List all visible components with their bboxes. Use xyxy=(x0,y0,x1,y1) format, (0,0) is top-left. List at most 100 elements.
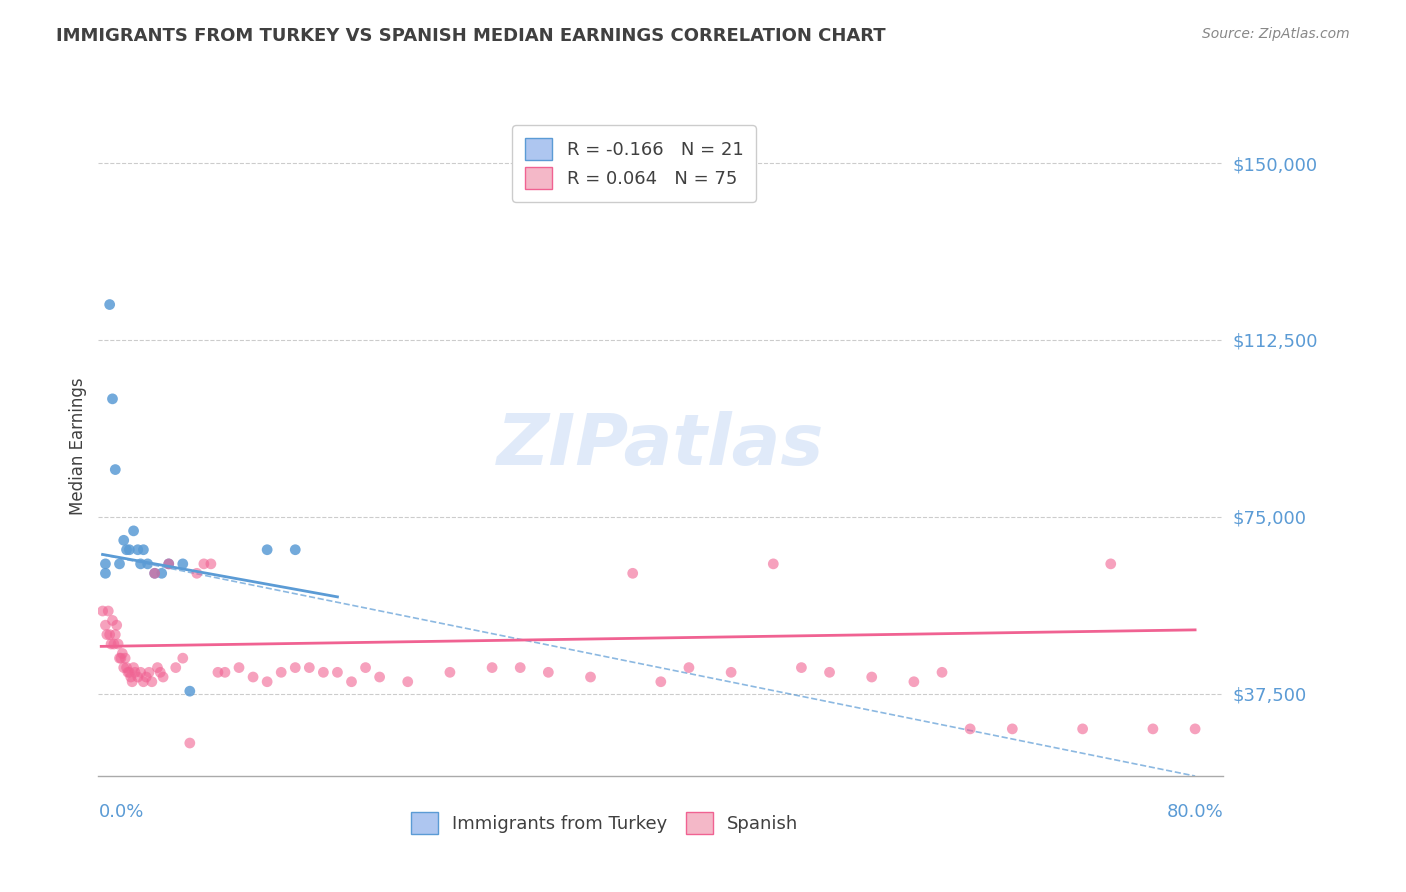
Text: Source: ZipAtlas.com: Source: ZipAtlas.com xyxy=(1202,27,1350,41)
Point xyxy=(214,665,236,680)
Point xyxy=(117,665,139,680)
Point xyxy=(931,665,953,680)
Point xyxy=(298,660,321,674)
Point xyxy=(118,542,141,557)
Point xyxy=(903,674,925,689)
Point xyxy=(1184,722,1206,736)
Point xyxy=(101,392,124,406)
Point xyxy=(129,557,152,571)
Point xyxy=(678,660,700,674)
Point xyxy=(186,566,208,581)
Text: ZIPatlas: ZIPatlas xyxy=(498,411,824,481)
Point xyxy=(112,533,135,548)
Point xyxy=(143,566,166,581)
Point xyxy=(860,670,883,684)
Point xyxy=(122,660,145,674)
Point xyxy=(354,660,377,674)
Point xyxy=(312,665,335,680)
Point xyxy=(396,674,419,689)
Point xyxy=(108,557,131,571)
Point xyxy=(481,660,503,674)
Point xyxy=(256,542,278,557)
Point xyxy=(141,674,163,689)
Point xyxy=(179,684,201,698)
Point xyxy=(1001,722,1024,736)
Point xyxy=(97,604,120,618)
Point xyxy=(108,651,131,665)
Point xyxy=(132,674,155,689)
Point xyxy=(127,542,149,557)
Point xyxy=(439,665,461,680)
Point xyxy=(105,618,128,632)
Point xyxy=(103,637,125,651)
Point xyxy=(120,670,142,684)
Point xyxy=(621,566,644,581)
Point xyxy=(135,670,157,684)
Point xyxy=(207,665,229,680)
Point xyxy=(193,557,215,571)
Point xyxy=(650,674,672,689)
Point xyxy=(122,524,145,538)
Point xyxy=(104,462,127,476)
Point xyxy=(94,566,117,581)
Point xyxy=(129,665,152,680)
Point xyxy=(115,660,138,674)
Point xyxy=(172,651,194,665)
Point xyxy=(537,665,560,680)
Point xyxy=(149,665,172,680)
Legend: Immigrants from Turkey, Spanish: Immigrants from Turkey, Spanish xyxy=(402,803,807,843)
Point xyxy=(172,557,194,571)
Point xyxy=(818,665,841,680)
Point xyxy=(790,660,813,674)
Text: 80.0%: 80.0% xyxy=(1167,803,1223,821)
Point xyxy=(104,627,127,641)
Point xyxy=(959,722,981,736)
Point xyxy=(509,660,531,674)
Y-axis label: Median Earnings: Median Earnings xyxy=(69,377,87,515)
Point xyxy=(157,557,180,571)
Point xyxy=(242,670,264,684)
Text: 0.0%: 0.0% xyxy=(98,803,143,821)
Point xyxy=(124,665,146,680)
Point xyxy=(340,674,363,689)
Point xyxy=(132,542,155,557)
Point xyxy=(107,637,129,651)
Point xyxy=(326,665,349,680)
Point xyxy=(720,665,742,680)
Point xyxy=(256,674,278,689)
Point xyxy=(579,670,602,684)
Point xyxy=(98,297,121,311)
Point xyxy=(101,614,124,628)
Point xyxy=(146,660,169,674)
Point xyxy=(136,557,159,571)
Point xyxy=(179,736,201,750)
Point xyxy=(127,670,149,684)
Point xyxy=(121,674,143,689)
Point xyxy=(143,566,166,581)
Point xyxy=(118,665,141,680)
Point xyxy=(270,665,292,680)
Point xyxy=(94,557,117,571)
Point xyxy=(284,660,307,674)
Point xyxy=(100,637,122,651)
Point xyxy=(1099,557,1122,571)
Point xyxy=(228,660,250,674)
Point xyxy=(284,542,307,557)
Text: IMMIGRANTS FROM TURKEY VS SPANISH MEDIAN EARNINGS CORRELATION CHART: IMMIGRANTS FROM TURKEY VS SPANISH MEDIAN… xyxy=(56,27,886,45)
Point xyxy=(94,618,117,632)
Point xyxy=(91,604,114,618)
Point xyxy=(1071,722,1094,736)
Point xyxy=(150,566,173,581)
Point xyxy=(98,627,121,641)
Point xyxy=(157,557,180,571)
Point xyxy=(112,660,135,674)
Point xyxy=(165,660,187,674)
Point xyxy=(368,670,391,684)
Point xyxy=(152,670,174,684)
Point xyxy=(762,557,785,571)
Point xyxy=(114,651,136,665)
Point xyxy=(111,647,134,661)
Point xyxy=(96,627,118,641)
Point xyxy=(115,542,138,557)
Point xyxy=(138,665,160,680)
